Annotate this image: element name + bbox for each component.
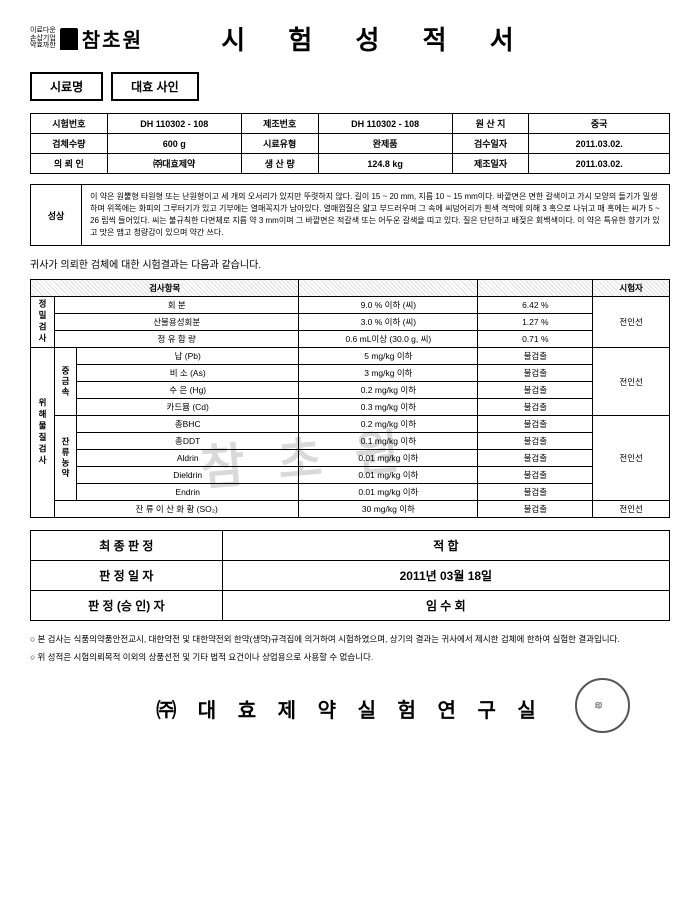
r11-result: 불검출 bbox=[478, 467, 593, 484]
test-table: 검사항목 시험자 정밀검사 회 분 9.0 % 이하 (씨) 6.42 % 전인… bbox=[30, 279, 670, 518]
th-item: 검사항목 bbox=[31, 280, 299, 297]
note2: ○ 위 성적은 시험의뢰목적 이외의 상품선전 및 기타 법적 요건이나 상업용… bbox=[30, 651, 670, 665]
r10-spec: 0.01 mg/kg 이하 bbox=[299, 450, 478, 467]
r2-name: 산불용성회분 bbox=[55, 314, 299, 331]
document-title: 시 험 성 적 서 bbox=[83, 20, 670, 57]
note1: ○ 본 검사는 식품의약품안전교시, 대한약전 및 대한약전외 한약(생약)규격… bbox=[30, 633, 670, 647]
header-table: 시험번호 DH 110302 - 108 제조번호 DH 110302 - 10… bbox=[30, 113, 670, 174]
r7-result: 불검출 bbox=[478, 399, 593, 416]
r7-spec: 0.3 mg/kg 이하 bbox=[299, 399, 478, 416]
intro-text: 귀사가 의뢰한 검체에 대한 시험결과는 다음과 같습니다. bbox=[30, 256, 670, 271]
header: 이료다운 손삽기업 약효까한 참초원 시 험 성 적 서 bbox=[30, 20, 670, 57]
logo-line1: 이료다운 bbox=[30, 27, 56, 35]
h-r3c3: 생 산 량 bbox=[241, 154, 318, 174]
r2-result: 1.27 % bbox=[478, 314, 593, 331]
h-r1c2: DH 110302 - 108 bbox=[107, 114, 241, 134]
h-r2c2: 600 g bbox=[107, 134, 241, 154]
h-r2c3: 시료유형 bbox=[241, 134, 318, 154]
r9-result: 불검출 bbox=[478, 433, 593, 450]
sample-value: 대효 사인 bbox=[111, 72, 199, 101]
r2-spec: 3.0 % 이하 (씨) bbox=[299, 314, 478, 331]
seal-icon: 印 bbox=[575, 678, 630, 733]
r5-name: 비 소 (As) bbox=[77, 365, 299, 382]
r4-spec: 5 mg/kg 이하 bbox=[299, 348, 478, 365]
r3-result: 0.71 % bbox=[478, 331, 593, 348]
j-r3v: 임 수 회 bbox=[222, 591, 669, 621]
h-r3c4: 124.8 kg bbox=[318, 154, 452, 174]
j-r2l: 판 정 일 자 bbox=[31, 561, 223, 591]
r6-spec: 0.2 mg/kg 이하 bbox=[299, 382, 478, 399]
r12-name: Endrin bbox=[77, 484, 299, 501]
tester3: 전인선 bbox=[593, 416, 670, 501]
r1-spec: 9.0 % 이하 (씨) bbox=[299, 297, 478, 314]
tester1: 전인선 bbox=[593, 297, 670, 348]
tester4: 전인선 bbox=[593, 501, 670, 518]
logo-line3: 약효까한 bbox=[30, 42, 56, 50]
r12-result: 불검출 bbox=[478, 484, 593, 501]
h-r3c2: ㈜대효제약 bbox=[107, 154, 241, 174]
r9-spec: 0.1 mg/kg 이하 bbox=[299, 433, 478, 450]
r1-result: 6.42 % bbox=[478, 297, 593, 314]
sub1: 중금속 bbox=[55, 348, 77, 416]
h-r3c5: 제조일자 bbox=[452, 154, 529, 174]
r7-name: 카드뮴 (Cd) bbox=[77, 399, 299, 416]
r5-result: 불검출 bbox=[478, 365, 593, 382]
h-r2c4: 완제품 bbox=[318, 134, 452, 154]
r8-spec: 0.2 mg/kg 이하 bbox=[299, 416, 478, 433]
j-r1v: 적 합 bbox=[222, 531, 669, 561]
r5-spec: 3 mg/kg 이하 bbox=[299, 365, 478, 382]
r8-result: 불검출 bbox=[478, 416, 593, 433]
tester2: 전인선 bbox=[593, 348, 670, 416]
h-r1c6: 중국 bbox=[529, 114, 670, 134]
sample-label: 시료명 bbox=[30, 72, 103, 101]
h-r2c6: 2011.03.02. bbox=[529, 134, 670, 154]
notes: ○ 본 검사는 식품의약품안전교시, 대한약전 및 대한약전외 한약(생약)규격… bbox=[30, 633, 670, 664]
cat1: 정밀검사 bbox=[31, 297, 55, 348]
cat2: 위해물질검사 bbox=[31, 348, 55, 518]
h-r3c1: 의 뢰 인 bbox=[31, 154, 108, 174]
r11-spec: 0.01 mg/kg 이하 bbox=[299, 467, 478, 484]
r13-spec: 30 mg/kg 이하 bbox=[299, 501, 478, 518]
r13-name: 잔 류 이 산 화 황 (SO₂) bbox=[55, 501, 299, 518]
judgment-table: 최 종 판 정 적 합 판 정 일 자 2011년 03월 18일 판 정 (승… bbox=[30, 530, 670, 621]
footer-text: ㈜ 대 효 제 약 실 험 연 구 실 bbox=[156, 700, 544, 722]
r3-spec: 0.6 mL이상 (30.0 g, 씨) bbox=[299, 331, 478, 348]
h-r1c1: 시험번호 bbox=[31, 114, 108, 134]
h-r2c1: 검체수량 bbox=[31, 134, 108, 154]
r9-name: 총DDT bbox=[77, 433, 299, 450]
description-table: 성상 이 약은 원뿔형 타원형 또는 난원형이고 세 개의 오서리가 있지만 뚜… bbox=[30, 184, 670, 246]
r4-result: 불검출 bbox=[478, 348, 593, 365]
sample-row: 시료명 대효 사인 bbox=[30, 72, 670, 101]
r6-name: 수 은 (Hg) bbox=[77, 382, 299, 399]
footer: ㈜ 대 효 제 약 실 험 연 구 실 印 bbox=[30, 694, 670, 723]
r8-name: 총BHC bbox=[77, 416, 299, 433]
h-r3c6: 2011.03.02. bbox=[529, 154, 670, 174]
h-r1c4: DH 110302 - 108 bbox=[318, 114, 452, 134]
h-r1c5: 원 산 지 bbox=[452, 114, 529, 134]
th-spec bbox=[299, 280, 478, 297]
desc-text: 이 약은 원뿔형 타원형 또는 난원형이고 세 개의 오서리가 있지만 뚜렷하지… bbox=[82, 185, 670, 246]
logo-icon bbox=[60, 28, 78, 50]
h-r1c3: 제조번호 bbox=[241, 114, 318, 134]
th-result bbox=[478, 280, 593, 297]
r4-name: 납 (Pb) bbox=[77, 348, 299, 365]
j-r3l: 판 정 (승 인) 자 bbox=[31, 591, 223, 621]
th-tester: 시험자 bbox=[593, 280, 670, 297]
logo-tagline: 이료다운 손삽기업 약효까한 bbox=[30, 27, 56, 50]
h-r2c5: 검수일자 bbox=[452, 134, 529, 154]
r12-spec: 0.01 mg/kg 이하 bbox=[299, 484, 478, 501]
r1-name: 회 분 bbox=[55, 297, 299, 314]
sub2: 잔류농약 bbox=[55, 416, 77, 501]
r13-result: 불검출 bbox=[478, 501, 593, 518]
desc-label: 성상 bbox=[31, 185, 82, 246]
j-r1l: 최 종 판 정 bbox=[31, 531, 223, 561]
r11-name: Dieldrin bbox=[77, 467, 299, 484]
j-r2v: 2011년 03월 18일 bbox=[222, 561, 669, 591]
r6-result: 불검출 bbox=[478, 382, 593, 399]
r3-name: 정 유 함 량 bbox=[55, 331, 299, 348]
r10-name: Aldrin bbox=[77, 450, 299, 467]
r10-result: 불검출 bbox=[478, 450, 593, 467]
